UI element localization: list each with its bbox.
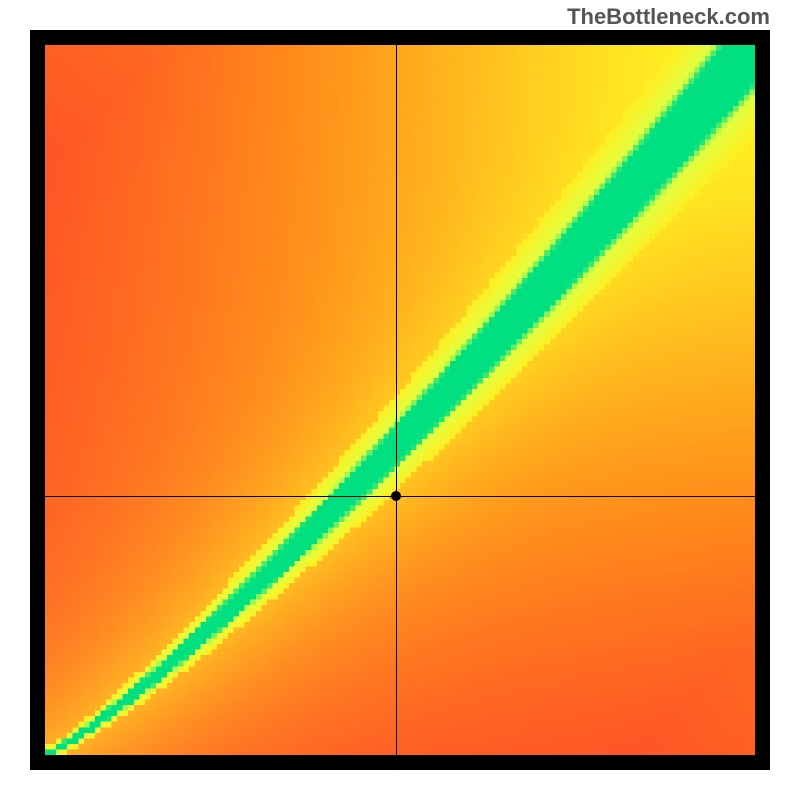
crosshair-vertical [396,45,397,755]
heatmap-canvas [45,45,755,755]
heatmap-outer-frame [30,30,770,770]
heatmap-inner [45,45,755,755]
watermark-text: TheBottleneck.com [567,4,770,30]
